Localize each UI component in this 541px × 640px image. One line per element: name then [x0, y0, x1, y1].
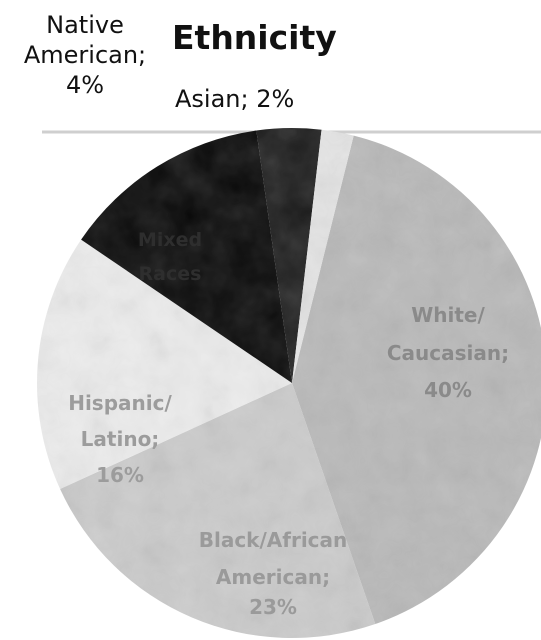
asian-label: Asian; 2% — [175, 85, 295, 113]
slice-label-black: Black/African American; 23% — [199, 528, 348, 619]
native-label-line-1: Native — [46, 11, 124, 39]
black-label-line-2: American; — [216, 565, 330, 589]
black-label-line-3: 23% — [249, 595, 297, 619]
hispanic-label-line-2: Latino; — [81, 427, 160, 451]
mixed-label-line-2: Races — [139, 263, 202, 285]
mixed-label-line-1: Mixed — [138, 229, 202, 251]
slice-label-mixed: Mixed Races — [138, 229, 202, 285]
white-label-line-3: 40% — [424, 378, 472, 402]
chart-title: Ethnicity — [172, 18, 337, 57]
white-label-line-2: Caucasian; — [387, 341, 509, 365]
hispanic-label-line-1: Hispanic/ — [68, 391, 172, 415]
black-label-line-1: Black/African — [199, 528, 348, 552]
white-label-line-1: White/ — [411, 303, 485, 327]
slice-label-hispanic: Hispanic/ Latino; 16% — [68, 391, 172, 487]
hispanic-label-line-3: 16% — [96, 463, 144, 487]
native-label-line-3: 4% — [65, 71, 105, 99]
native-american-label: Native American; 4% — [0, 10, 170, 100]
slice-label-white: White/ Caucasian; 40% — [387, 303, 509, 402]
native-label-line-2: American; — [23, 41, 147, 69]
